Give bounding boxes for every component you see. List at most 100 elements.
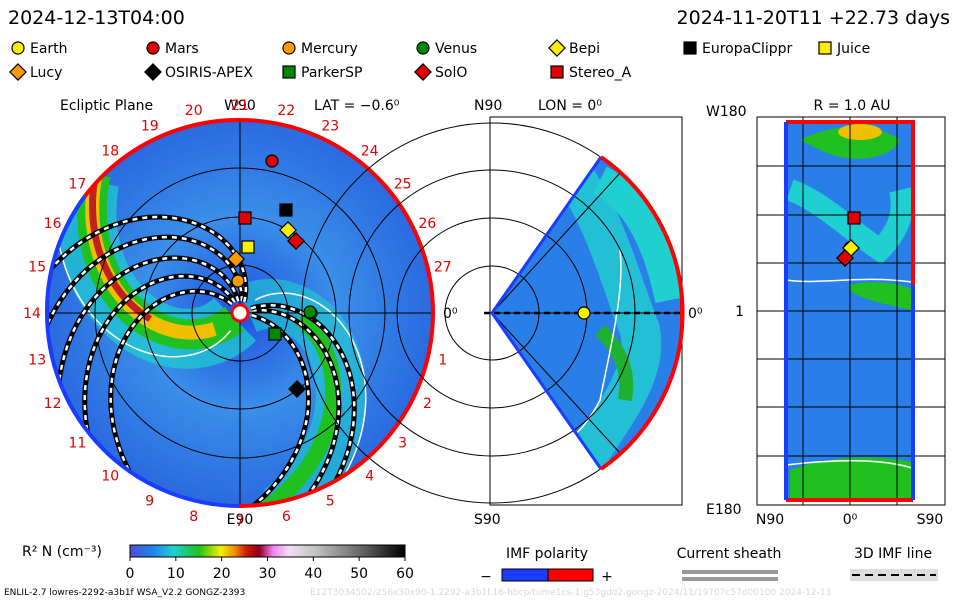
run-date: 2024-11-20T11 +22.73 days: [677, 7, 950, 29]
footer-run: E12T3034502/256x30x90-1.2292-a3b1f.16-hb…: [310, 588, 831, 598]
tick-label: 40: [304, 566, 322, 582]
imf-line: [47, 215, 248, 303]
lat-label: LAT = −0.6⁰: [314, 98, 400, 114]
axis-label: N90: [756, 512, 784, 528]
marker: [265, 154, 279, 168]
key-swatch: [501, 568, 549, 582]
footer: ENLIL-2.7 lowres-2292-a3b1f WSA_V2.2 GON…: [4, 588, 245, 598]
longitude-label: 22: [277, 103, 295, 119]
polarity-edge: [83, 117, 241, 198]
longitude-label: 13: [28, 352, 46, 368]
grid: [757, 117, 945, 505]
ecliptic-panel: Ecliptic Plane W90 LAT = −0.6⁰ 0⁰ E90: [44, 98, 458, 528]
axis-label: E90: [227, 512, 254, 528]
marker: [282, 65, 296, 79]
imf-line: [250, 304, 356, 493]
longitude-label: 6: [282, 509, 291, 525]
key-title: IMF polarity: [506, 546, 588, 562]
longitude-label: 10: [101, 469, 119, 485]
longitude-label: 21: [231, 98, 249, 114]
axis-label: E180: [706, 502, 742, 518]
marker: [279, 221, 297, 239]
key-title: Current sheath: [677, 546, 782, 562]
imf-line: [47, 235, 244, 339]
legend-label: ParkerSP: [301, 65, 362, 81]
longitude-label: 11: [68, 436, 86, 452]
key-swatch: [682, 570, 778, 574]
colorbar-label: R² N (cm⁻³): [22, 544, 102, 560]
marker: [279, 203, 293, 217]
tick-label: 0: [126, 566, 135, 582]
colorbar: [129, 544, 406, 558]
legend-label: Stereo_A: [569, 65, 632, 81]
tick-label: 20: [213, 566, 231, 582]
marker: [227, 250, 245, 268]
longitude-label: 9: [145, 493, 154, 509]
longitude-label: 18: [101, 143, 119, 159]
imf-line: [83, 274, 236, 447]
marker: [818, 41, 832, 55]
legend-label: Juice: [836, 41, 870, 57]
marker: [683, 41, 697, 55]
longitude-label: 14: [23, 306, 41, 322]
axis-label: 0⁰: [443, 306, 458, 322]
axis-label: W180: [706, 104, 747, 120]
radius-panel: W180 R = 1.0 AU 1 E180 N90 0⁰ S90: [706, 98, 946, 528]
longitude-label: 19: [141, 119, 159, 135]
key-title: 3D IMF line: [854, 546, 932, 562]
longitude-label: 12: [44, 396, 62, 412]
imf-line: [109, 290, 233, 485]
longitude-label: 4: [365, 469, 374, 485]
legend-label: Lucy: [30, 65, 62, 81]
lon-label: LON = 0⁰: [538, 98, 602, 114]
longitude-label: 20: [185, 103, 203, 119]
longitude-label: 8: [189, 509, 198, 525]
polarity-edge: [44, 194, 241, 508]
key-swatch: [547, 568, 594, 582]
tick-label: 10: [167, 566, 185, 582]
longitude-label: 2: [423, 396, 432, 412]
marker: [268, 327, 282, 341]
legend-label: Earth: [30, 41, 68, 57]
longitude-label: 3: [398, 436, 407, 452]
key-label: +: [601, 569, 613, 585]
tick-label: 30: [259, 566, 277, 582]
marker: [288, 380, 306, 398]
contour: [254, 292, 367, 489]
legend-label: SolO: [435, 65, 467, 81]
legend-label: Mars: [165, 41, 199, 57]
axis-label: S90: [474, 512, 501, 528]
longitude-label: 17: [68, 176, 86, 192]
axis-label: S90: [917, 512, 944, 528]
longitude-label: 23: [321, 119, 339, 135]
axis-label: W90: [224, 98, 256, 114]
imf-line: [56, 256, 240, 396]
legend-label: EuropaClippr: [702, 41, 793, 57]
sun: [230, 303, 250, 323]
panel-title: Ecliptic Plane: [60, 98, 153, 114]
marker: [238, 211, 252, 225]
longitude-label: 7: [236, 514, 245, 530]
longitude-label: 5: [326, 493, 335, 509]
legend-label: OSIRIS-APEX: [165, 65, 253, 81]
marker: [414, 63, 432, 81]
marker: [836, 249, 854, 267]
marker: [303, 305, 317, 319]
polarity-edge: [239, 118, 436, 508]
marker: [11, 41, 25, 55]
density-structures: [47, 120, 433, 506]
marker: [282, 41, 296, 55]
marker: [231, 274, 245, 288]
longitude-label: 1: [438, 352, 447, 368]
imf-line: [251, 308, 341, 504]
density-band: [88, 170, 153, 322]
marker: [550, 65, 564, 79]
longitude-label: 16: [44, 216, 62, 232]
longitude-label: 25: [394, 176, 412, 192]
marker: [577, 306, 591, 320]
axis-label: 1: [735, 304, 744, 320]
panel-title: R = 1.0 AU: [814, 98, 891, 114]
axis-label: 0⁰: [843, 512, 858, 528]
key-swatch: [682, 577, 778, 581]
